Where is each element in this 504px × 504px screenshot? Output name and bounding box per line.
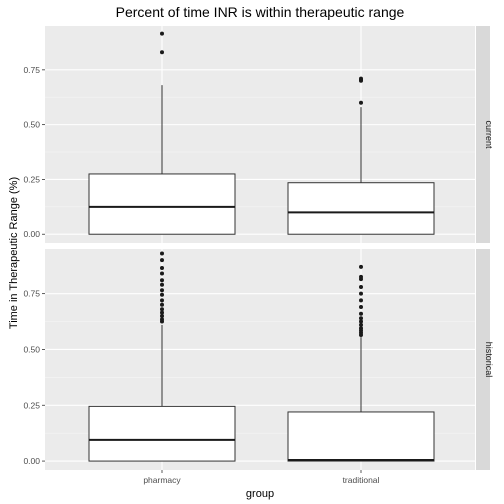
box-current-traditional xyxy=(287,76,435,235)
outlier-point xyxy=(160,310,164,315)
outlier-point xyxy=(359,298,363,303)
outlier-point xyxy=(160,288,164,293)
outlier-point xyxy=(160,298,164,303)
outlier-point xyxy=(160,307,164,312)
y-tick-label: 0.50 xyxy=(23,120,40,130)
x-tick-label: traditional xyxy=(343,475,380,485)
outlier-point xyxy=(160,258,164,263)
outlier-point xyxy=(359,316,363,321)
panel-historical: 0.00 0.25 0.50 0.75 historical xyxy=(23,249,494,470)
y-tick-label: 0.25 xyxy=(23,174,40,184)
outlier-point xyxy=(359,305,363,310)
y-tick-label: 0.75 xyxy=(23,65,40,75)
facet-strip xyxy=(476,249,490,470)
outlier-point xyxy=(160,282,164,287)
box-iqr xyxy=(287,182,435,235)
outlier-point xyxy=(359,319,363,324)
outlier-point xyxy=(160,278,164,283)
outlier-point xyxy=(359,326,363,331)
box-iqr xyxy=(287,411,435,462)
outlier-point xyxy=(359,322,363,327)
facet-strip xyxy=(476,26,490,243)
y-axis-title: Time in Therapeutic Range (%) xyxy=(8,177,20,329)
outlier-point xyxy=(160,251,164,256)
outlier-point xyxy=(160,31,164,36)
box-iqr xyxy=(88,405,236,462)
outlier-point xyxy=(160,317,164,322)
outlier-point xyxy=(160,271,164,276)
outlier-point xyxy=(160,50,164,55)
outlier-point xyxy=(359,264,363,269)
chart-title: Percent of time INR is within therapeuti… xyxy=(116,4,405,20)
box-historical-pharmacy xyxy=(88,251,236,462)
x-axis-title: group xyxy=(246,488,274,500)
facet-strip-label: current xyxy=(484,120,494,149)
box-iqr xyxy=(88,173,236,235)
panels-layer: 0.00 0.25 0.50 0.75 current 0.00 0.25 0.50 0.75 h… xyxy=(23,26,494,485)
outlier-point xyxy=(160,313,164,318)
outlier-point xyxy=(359,274,363,279)
panel-current: 0.00 0.25 0.50 0.75 current xyxy=(23,26,494,243)
y-tick-label: 0.25 xyxy=(23,400,40,410)
y-tick-label: 0.00 xyxy=(23,456,40,466)
box-current-pharmacy xyxy=(88,31,236,235)
y-tick-label: 0.00 xyxy=(23,229,40,239)
y-tick-label: 0.75 xyxy=(23,289,40,299)
box-historical-traditional xyxy=(287,264,435,462)
outlier-point xyxy=(359,291,363,296)
facet-strip-label: historical xyxy=(484,342,494,378)
outlier-point xyxy=(359,311,363,316)
outlier-point xyxy=(160,302,164,307)
x-tick-label: pharmacy xyxy=(143,475,181,485)
outlier-point xyxy=(359,76,363,81)
outlier-point xyxy=(359,284,363,289)
outlier-point xyxy=(160,265,164,270)
outlier-point xyxy=(160,292,164,297)
outlier-point xyxy=(359,100,363,105)
y-tick-label: 0.50 xyxy=(23,344,40,354)
